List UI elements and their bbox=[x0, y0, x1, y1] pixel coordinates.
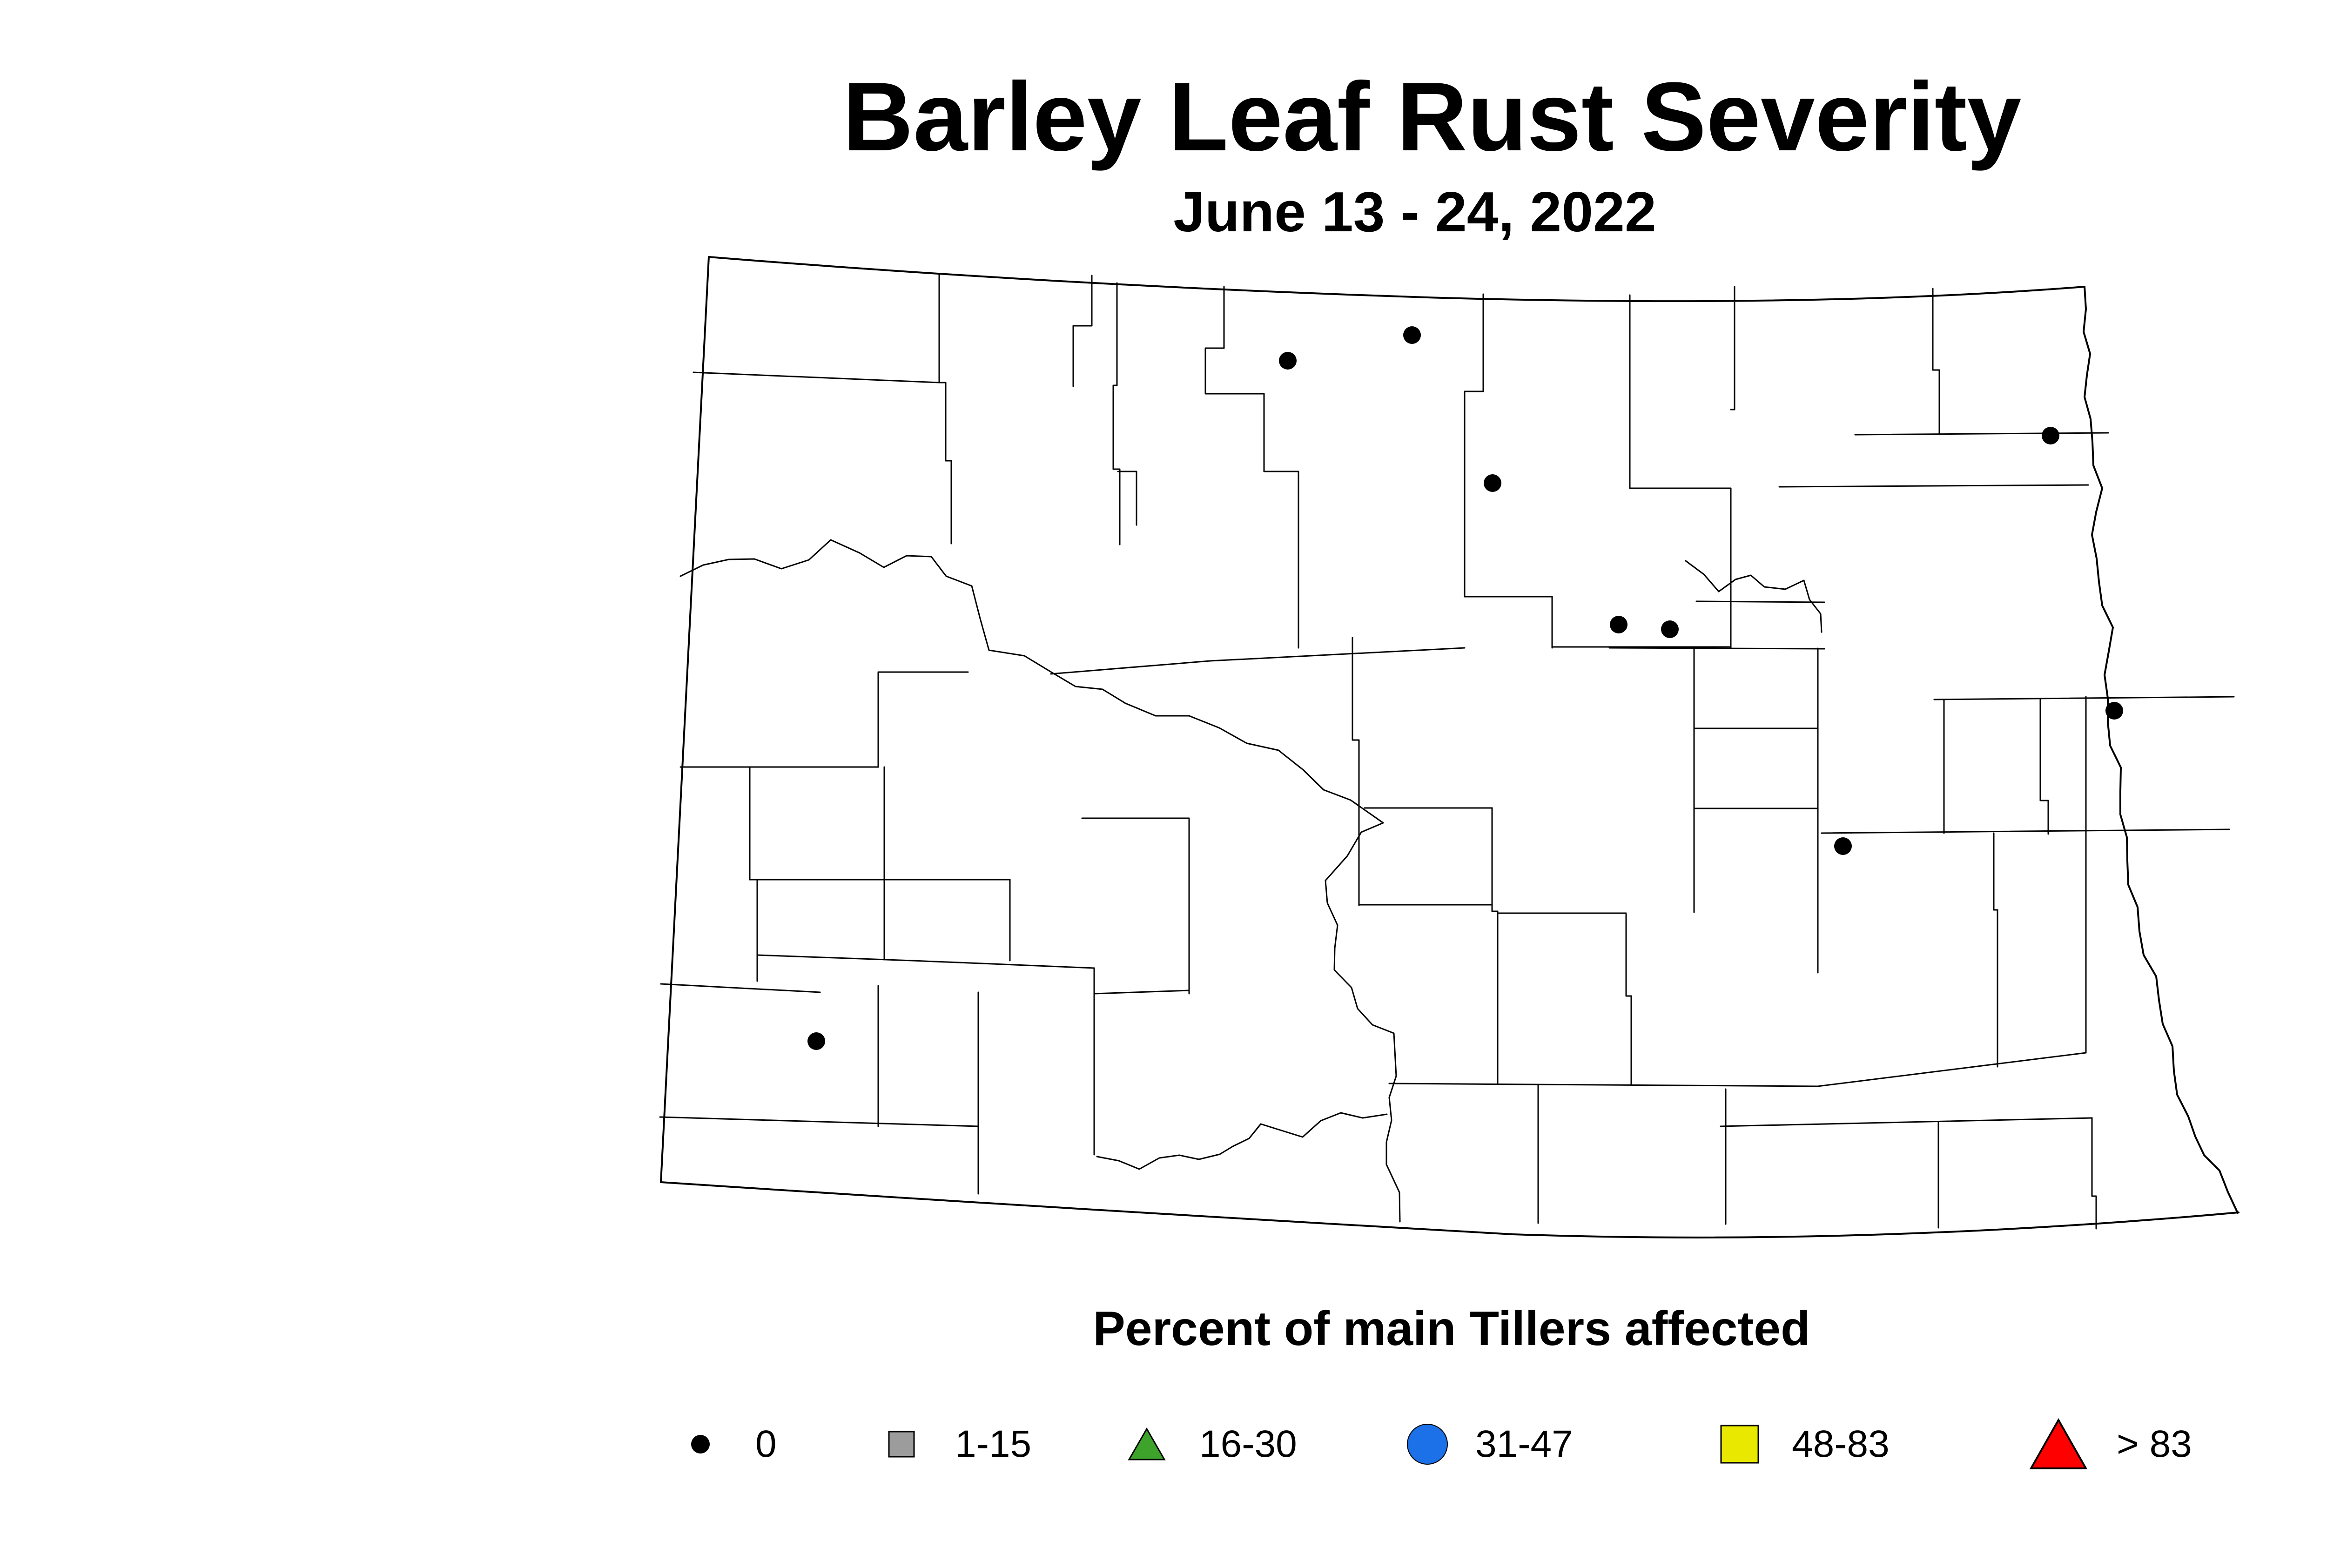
legend-item-16-30: 16-30 bbox=[1128, 1410, 1297, 1478]
county-boundaries bbox=[659, 273, 2235, 1230]
circle-icon bbox=[1407, 1424, 1448, 1465]
data-point-dot bbox=[2105, 702, 2123, 720]
data-point-dot bbox=[807, 1032, 825, 1050]
data-point-dot bbox=[1279, 352, 1297, 370]
dot-icon bbox=[691, 1435, 710, 1454]
missouri-river-lake-sakakawea bbox=[679, 539, 1401, 1223]
legend-label: 1-15 bbox=[955, 1423, 1032, 1465]
triangle-icon bbox=[2029, 1418, 2088, 1469]
page-subtitle: June 13 - 24, 2022 bbox=[1173, 180, 1656, 243]
survey-point-dots bbox=[807, 326, 2123, 1050]
legend-item-1-15: 1-15 bbox=[888, 1410, 1031, 1478]
page-title: Barley Leaf Rust Severity bbox=[842, 62, 2022, 171]
data-point-dot bbox=[1610, 616, 1628, 633]
data-point-dot bbox=[1403, 326, 1421, 344]
legend-item-48-83: 48-83 bbox=[1720, 1410, 1890, 1478]
legend-item-31-47: 31-47 bbox=[1406, 1410, 1573, 1478]
legend-label: 0 bbox=[755, 1423, 777, 1465]
legend-label: > 83 bbox=[2117, 1423, 2192, 1465]
data-point-dot bbox=[1484, 474, 1501, 492]
legend-label: 31-47 bbox=[1475, 1423, 1573, 1465]
northeast-river bbox=[1685, 560, 1823, 633]
legend-label: 48-83 bbox=[1792, 1423, 1890, 1465]
data-point-dot bbox=[1661, 620, 1679, 638]
data-point-dot bbox=[1834, 837, 1852, 855]
legend-item-0: 0 bbox=[690, 1410, 777, 1478]
data-point-dot bbox=[2042, 427, 2059, 444]
legend-title: Percent of main Tillers affected bbox=[1093, 1302, 1810, 1356]
square-icon bbox=[888, 1431, 915, 1458]
red-river-east-border bbox=[2083, 286, 2239, 1214]
cannonball-river bbox=[1096, 1112, 1388, 1170]
triangle-icon bbox=[1128, 1427, 1166, 1460]
legend-item-gt-83: > 83 bbox=[2029, 1410, 2192, 1478]
legend-label: 16-30 bbox=[1199, 1423, 1297, 1465]
south-and-west-border bbox=[660, 256, 2240, 1238]
state-border bbox=[708, 256, 2085, 303]
square-icon bbox=[1720, 1425, 1759, 1464]
